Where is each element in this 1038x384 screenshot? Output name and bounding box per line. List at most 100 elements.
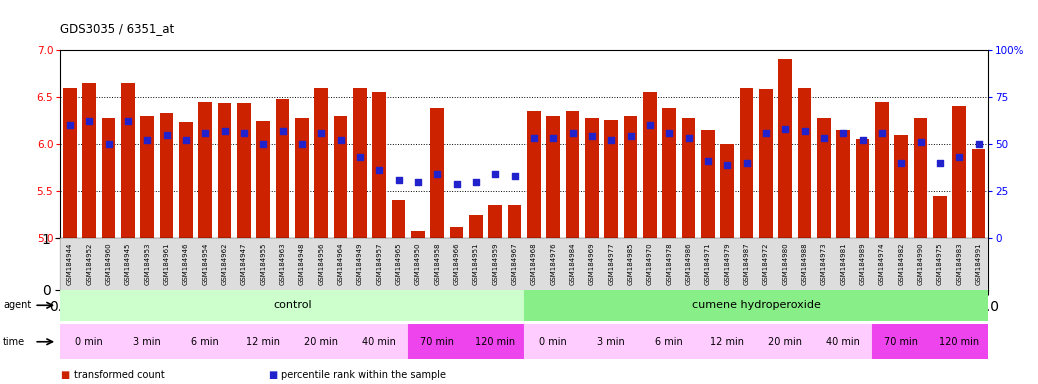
Bar: [176, 324, 235, 359]
Text: GSM184989: GSM184989: [859, 242, 866, 285]
Bar: [968, 238, 988, 290]
Bar: [604, 121, 618, 238]
Bar: [295, 118, 308, 238]
Bar: [60, 238, 80, 290]
Bar: [872, 324, 930, 359]
Text: GSM184987: GSM184987: [743, 242, 749, 285]
Bar: [524, 290, 988, 321]
Point: [525, 135, 542, 141]
Text: GSM184976: GSM184976: [550, 242, 556, 285]
Point: [274, 128, 291, 134]
Bar: [293, 238, 311, 290]
Bar: [585, 118, 599, 238]
Bar: [235, 324, 292, 359]
Text: ■: ■: [268, 370, 277, 380]
Bar: [872, 238, 892, 290]
Bar: [80, 238, 99, 290]
Text: 70 min: 70 min: [420, 337, 455, 347]
Text: GSM184947: GSM184947: [241, 242, 247, 285]
Point: [758, 130, 774, 136]
Bar: [855, 139, 869, 238]
Bar: [644, 92, 657, 238]
Text: GSM184946: GSM184946: [183, 242, 189, 285]
Point: [583, 133, 600, 139]
Text: GSM184951: GSM184951: [473, 242, 479, 285]
Point: [61, 122, 78, 128]
Point: [854, 137, 871, 143]
Point: [622, 133, 638, 139]
Bar: [195, 238, 215, 290]
Bar: [756, 238, 775, 290]
Bar: [350, 238, 370, 290]
Point: [312, 130, 329, 136]
Text: percentile rank within the sample: percentile rank within the sample: [281, 370, 446, 380]
Text: GSM184956: GSM184956: [319, 242, 324, 285]
Bar: [334, 116, 348, 238]
Bar: [699, 238, 717, 290]
Text: control: control: [273, 300, 311, 310]
Bar: [659, 238, 679, 290]
Bar: [837, 130, 850, 238]
Bar: [953, 106, 966, 238]
Point: [507, 173, 523, 179]
Bar: [566, 111, 579, 238]
Text: GSM184970: GSM184970: [647, 242, 653, 285]
Bar: [817, 118, 830, 238]
Text: GSM184965: GSM184965: [395, 242, 402, 285]
Bar: [60, 290, 524, 321]
Point: [680, 135, 696, 141]
Bar: [408, 238, 428, 290]
Bar: [449, 227, 463, 238]
Bar: [253, 238, 273, 290]
Text: GSM184945: GSM184945: [125, 242, 131, 285]
Bar: [759, 89, 772, 238]
Bar: [624, 116, 637, 238]
Bar: [237, 103, 250, 238]
Bar: [63, 88, 77, 238]
Point: [390, 177, 407, 183]
Point: [931, 160, 948, 166]
Point: [719, 162, 736, 168]
Bar: [875, 102, 889, 238]
Text: GSM184950: GSM184950: [415, 242, 420, 285]
Bar: [198, 102, 212, 238]
Text: GSM184975: GSM184975: [937, 242, 943, 285]
Bar: [370, 238, 389, 290]
Text: GSM184983: GSM184983: [956, 242, 962, 285]
Point: [776, 126, 793, 132]
Bar: [524, 238, 544, 290]
Bar: [118, 238, 137, 290]
Point: [796, 128, 813, 134]
Bar: [273, 238, 292, 290]
Text: GSM184948: GSM184948: [299, 242, 305, 285]
Bar: [157, 238, 176, 290]
Text: GSM184979: GSM184979: [725, 242, 730, 285]
Text: 12 min: 12 min: [710, 337, 744, 347]
Text: GSM184972: GSM184972: [763, 242, 769, 285]
Bar: [582, 324, 640, 359]
Bar: [662, 108, 676, 238]
Text: GSM184984: GSM184984: [570, 242, 575, 285]
Bar: [895, 135, 908, 238]
Text: GSM184974: GSM184974: [879, 242, 884, 285]
Text: agent: agent: [3, 300, 31, 310]
Point: [661, 130, 678, 136]
Text: GSM184966: GSM184966: [454, 242, 460, 285]
Bar: [717, 238, 737, 290]
Bar: [446, 238, 466, 290]
Bar: [933, 196, 947, 238]
Text: 120 min: 120 min: [939, 337, 979, 347]
Bar: [276, 99, 290, 238]
Text: 20 min: 20 min: [768, 337, 802, 347]
Point: [371, 167, 387, 174]
Text: GSM184977: GSM184977: [608, 242, 614, 285]
Text: GSM184953: GSM184953: [144, 242, 151, 285]
Bar: [140, 116, 154, 238]
Text: 6 min: 6 min: [655, 337, 683, 347]
Bar: [814, 324, 872, 359]
Text: GSM184969: GSM184969: [589, 242, 595, 285]
Text: GSM184959: GSM184959: [492, 242, 498, 285]
Bar: [293, 324, 350, 359]
Bar: [469, 215, 483, 238]
Bar: [913, 118, 927, 238]
